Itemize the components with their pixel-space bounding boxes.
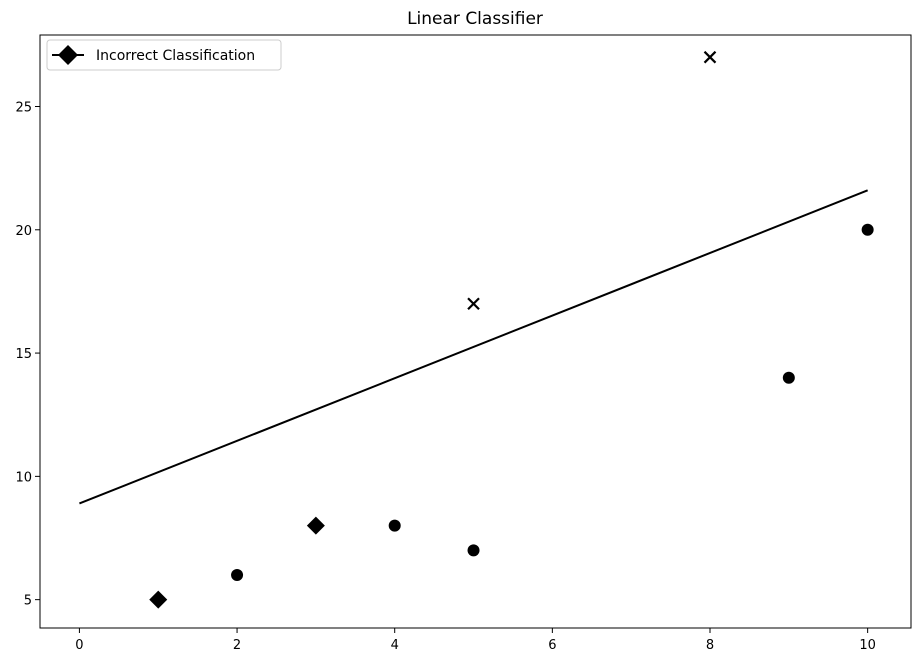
data-points bbox=[149, 50, 874, 609]
legend-diamond-icon bbox=[58, 45, 78, 65]
circle-point bbox=[467, 544, 480, 557]
plot-frame bbox=[39, 34, 912, 629]
classifier-line bbox=[79, 189, 869, 505]
x-point-stroke bbox=[703, 50, 717, 64]
diamond-point bbox=[306, 516, 325, 535]
x-tick-label: 8 bbox=[706, 638, 714, 653]
y-tick-label: 5 bbox=[24, 594, 32, 609]
y-tick-label: 20 bbox=[15, 224, 32, 239]
x-tick-label: 10 bbox=[859, 638, 876, 653]
legend-label: Incorrect Classification bbox=[96, 48, 255, 64]
y-tick-label: 10 bbox=[15, 470, 32, 485]
y-tick-label: 15 bbox=[15, 347, 32, 362]
x-tick-label: 4 bbox=[391, 638, 399, 653]
x-tick-label: 2 bbox=[233, 638, 241, 653]
circle-point bbox=[231, 568, 244, 581]
x-tick-label: 6 bbox=[548, 638, 556, 653]
chart-title: Linear Classifier bbox=[407, 9, 543, 29]
legend: Incorrect Classification bbox=[46, 39, 282, 71]
circle-point bbox=[861, 223, 874, 236]
x-point bbox=[703, 50, 717, 64]
x-axis: 0 2 4 6 8 10 bbox=[75, 628, 876, 653]
x-point bbox=[467, 297, 480, 311]
x-tick-label: 0 bbox=[75, 638, 83, 653]
x-point-stroke bbox=[467, 297, 480, 311]
circle-point bbox=[782, 371, 795, 384]
y-tick-label: 25 bbox=[15, 101, 32, 116]
circle-point bbox=[388, 519, 401, 532]
y-axis: 5 10 15 20 25 bbox=[15, 101, 40, 609]
diamond-point bbox=[149, 590, 168, 609]
legend-box bbox=[46, 39, 282, 71]
